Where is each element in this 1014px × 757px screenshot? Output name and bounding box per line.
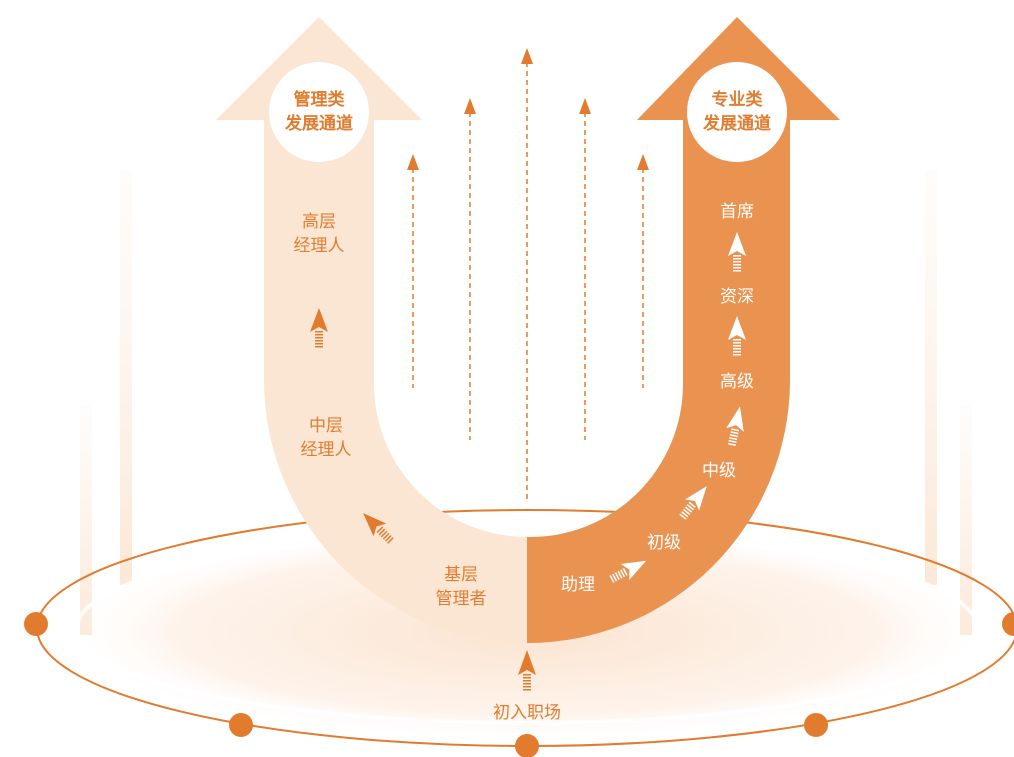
professional-step-arrow [728, 232, 746, 273]
ring-dot [229, 713, 253, 737]
professional-step-arrow [726, 406, 744, 448]
level-chief: 首席 [720, 202, 754, 222]
management-channel-title: 管理类 发展通道 [285, 90, 353, 134]
level-assistant: 助理 [561, 575, 595, 595]
management-step-arrow [310, 308, 328, 349]
professional-track [527, 17, 840, 643]
management-title-bubble [269, 62, 369, 162]
level-middle-manager: 中层 经理人 [300, 416, 352, 460]
professional-step-arrow [728, 316, 746, 357]
level-senior: 高级 [720, 372, 754, 392]
ring-dot [1002, 612, 1014, 636]
professional-channel-title: 专业类 发展通道 [703, 90, 771, 134]
center-dashed-arrows [412, 62, 644, 500]
background-pillars [80, 170, 972, 635]
management-track [216, 17, 527, 643]
level-junior: 初级 [647, 533, 681, 553]
professional-step-arrow [678, 486, 707, 521]
level-senior-manager: 高层 经理人 [293, 212, 345, 256]
center-arrow-tips [407, 48, 649, 170]
level-intermediate: 中级 [702, 461, 736, 481]
entry-label: 初入职场 [493, 703, 561, 723]
entry-arrow [518, 650, 536, 692]
ring-dot [24, 612, 48, 636]
ring-dot [515, 734, 539, 757]
professional-title-bubble [687, 62, 787, 162]
management-step-arrow [363, 513, 395, 545]
ring-dot [804, 713, 828, 737]
level-base-manager: 基层 管理者 [435, 565, 487, 609]
level-expert: 资深 [720, 287, 754, 307]
professional-step-arrow [608, 560, 647, 584]
